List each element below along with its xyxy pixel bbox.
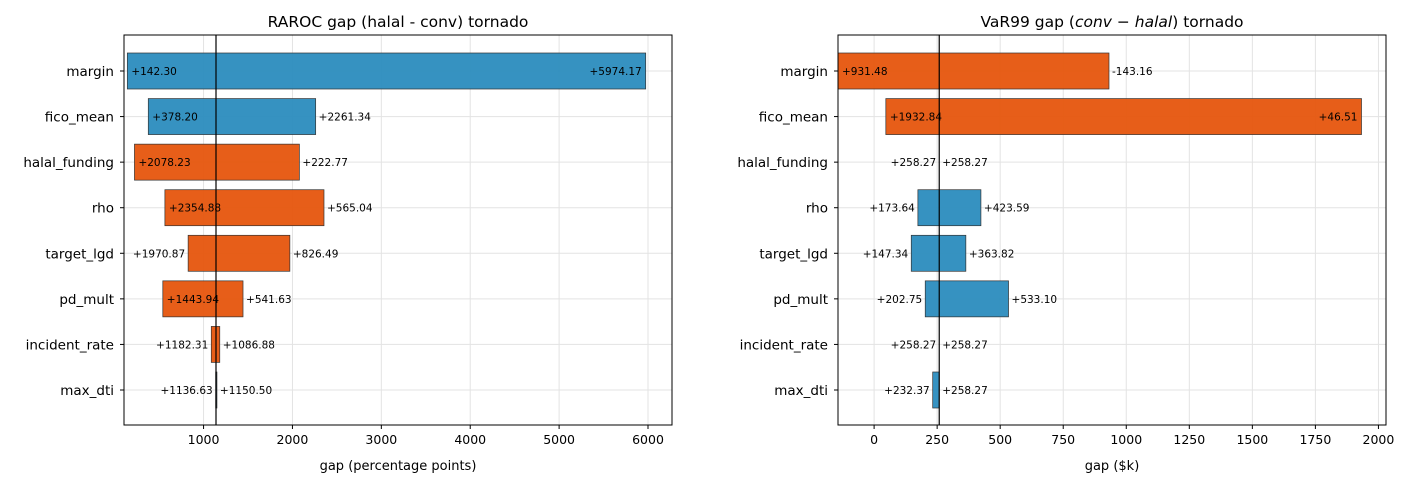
value-label-low: +1932.84 bbox=[890, 112, 943, 124]
value-label-low: +147.34 bbox=[863, 248, 909, 260]
value-label-low: +1970.87 bbox=[133, 248, 185, 260]
bar-rho bbox=[917, 189, 982, 227]
x-tick-label: 6000 bbox=[632, 432, 664, 447]
x-tick-label: 1000 bbox=[188, 432, 220, 447]
bar-max_dti bbox=[932, 371, 940, 409]
chart-title-right: VaR99 gap (conv − halal) tornado bbox=[980, 13, 1243, 31]
x-tick-label: 250 bbox=[925, 432, 949, 447]
x-tick-label: 0 bbox=[870, 432, 878, 447]
value-label-high: +1086.88 bbox=[223, 339, 275, 351]
value-label-high: +826.49 bbox=[293, 248, 339, 260]
x-tick-label: 2000 bbox=[277, 432, 309, 447]
value-label-low: +258.27 bbox=[891, 339, 937, 351]
category-label: margin bbox=[780, 64, 828, 80]
bar-fico_mean bbox=[147, 98, 317, 135]
bar-target_lgd bbox=[187, 234, 291, 272]
value-label-high: +258.27 bbox=[942, 157, 988, 169]
value-label-high: +1150.50 bbox=[220, 385, 272, 397]
value-label-low: +1182.31 bbox=[156, 339, 208, 351]
value-label-high: +565.04 bbox=[327, 203, 373, 215]
category-label: pd_mult bbox=[773, 292, 828, 308]
axes-frame bbox=[123, 34, 673, 426]
value-label-low: +232.37 bbox=[884, 385, 930, 397]
x-tick-label: 500 bbox=[988, 432, 1012, 447]
value-label-high: +46.51 bbox=[1319, 112, 1358, 124]
value-label-low: +173.64 bbox=[869, 203, 915, 215]
bar-fico_mean bbox=[885, 98, 1362, 135]
bar-rho bbox=[164, 189, 325, 227]
category-label: incident_rate bbox=[740, 337, 828, 353]
value-label-low: +378.20 bbox=[152, 112, 198, 124]
x-tick-label: 2000 bbox=[1363, 432, 1395, 447]
value-label-low: +1136.63 bbox=[160, 385, 212, 397]
value-label-low: +2354.88 bbox=[169, 203, 221, 215]
bar-target_lgd bbox=[910, 234, 967, 272]
x-tick-label: 1250 bbox=[1173, 432, 1205, 447]
bar-pd_mult bbox=[924, 280, 1009, 318]
bar-pd_mult bbox=[162, 280, 244, 318]
category-label: halal_funding bbox=[23, 155, 114, 171]
raroc-plot: 1000 2000 3000 4000 5000 6000 margin fico_meanh… bbox=[23, 34, 673, 447]
value-label-high: +363.82 bbox=[969, 248, 1015, 260]
category-label: fico_mean bbox=[759, 110, 828, 126]
value-label-high: +5974.17 bbox=[589, 66, 641, 78]
category-label: target_lgd bbox=[45, 246, 114, 262]
bar-halal_funding bbox=[134, 143, 300, 181]
category-label: max_dti bbox=[774, 383, 828, 399]
category-label: rho bbox=[92, 201, 114, 217]
x-tick-label: 1000 bbox=[1110, 432, 1142, 447]
value-label-high: +541.63 bbox=[246, 294, 292, 306]
value-label-low: +142.30 bbox=[131, 66, 177, 78]
category-label: margin bbox=[66, 64, 114, 80]
x-tick-label: 750 bbox=[1051, 432, 1075, 447]
value-label-low: +1443.94 bbox=[167, 294, 220, 306]
category-label: halal_funding bbox=[737, 155, 828, 171]
value-label-low: +2078.23 bbox=[138, 157, 190, 169]
value-label-low: +931.48 bbox=[842, 66, 888, 78]
chart-title-left: RAROC gap (halal - conv) tornado bbox=[268, 13, 529, 31]
category-label: fico_mean bbox=[45, 110, 114, 126]
x-tick-label: 1500 bbox=[1236, 432, 1268, 447]
category-label: max_dti bbox=[60, 383, 114, 399]
category-label: incident_rate bbox=[26, 337, 114, 353]
value-label-high: +2261.34 bbox=[319, 112, 372, 124]
value-label-high: +258.27 bbox=[942, 385, 988, 397]
x-tick-label: 1750 bbox=[1299, 432, 1331, 447]
x-axis-label-left: gap (percentage points) bbox=[320, 459, 477, 474]
value-label-high: +222.77 bbox=[302, 157, 348, 169]
value-label-high: +258.27 bbox=[942, 339, 988, 351]
x-tick-label: 4000 bbox=[454, 432, 486, 447]
value-label-low: +258.27 bbox=[891, 157, 937, 169]
value-label-high: +423.59 bbox=[984, 203, 1030, 215]
value-label-low: +202.75 bbox=[877, 294, 923, 306]
bar-margin bbox=[126, 52, 647, 90]
var99-plot: 0 250 500 750 1000 1250 1500 1750 2000 margin fico… bbox=[737, 34, 1395, 447]
bar-margin bbox=[837, 52, 1110, 90]
x-axis-label-right: gap ($k) bbox=[1085, 459, 1140, 474]
x-tick-label: 3000 bbox=[365, 432, 397, 447]
axes-frame bbox=[837, 34, 1387, 426]
value-label-high: -143.16 bbox=[1112, 66, 1153, 78]
category-label: rho bbox=[806, 201, 828, 217]
category-label: target_lgd bbox=[759, 246, 828, 262]
value-label-high: +533.10 bbox=[1012, 294, 1058, 306]
category-label: pd_mult bbox=[59, 292, 114, 308]
x-tick-label: 5000 bbox=[543, 432, 575, 447]
